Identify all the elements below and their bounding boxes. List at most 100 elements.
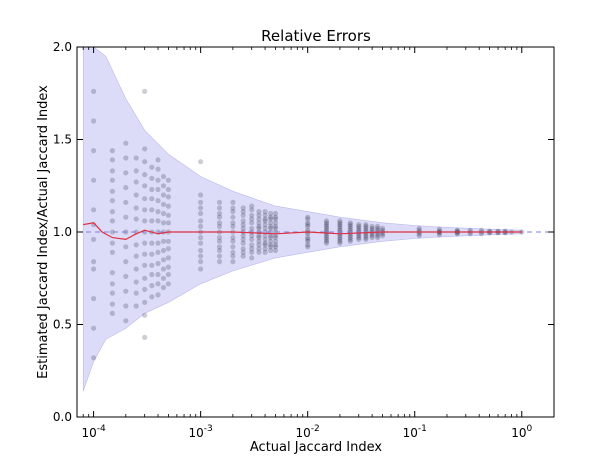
data-point [240, 249, 246, 255]
data-point [323, 227, 330, 233]
data-point [305, 242, 311, 248]
data-point [262, 242, 268, 248]
data-point [268, 242, 274, 248]
data-point [268, 216, 274, 222]
data-point [272, 244, 279, 250]
data-point [230, 223, 236, 229]
data-point [262, 249, 268, 255]
data-point [363, 222, 369, 228]
data-point [337, 227, 343, 233]
data-point [272, 235, 279, 241]
data-point [133, 192, 139, 198]
data-point [369, 225, 375, 231]
data-point [305, 235, 311, 241]
data-point [155, 218, 161, 224]
data-point [337, 238, 343, 244]
data-point [198, 199, 204, 205]
data-point [230, 214, 236, 220]
data-point [323, 218, 330, 224]
data-point [356, 227, 362, 233]
data-point [323, 233, 330, 239]
data-point [91, 259, 97, 265]
data-point [142, 299, 148, 305]
data-point [262, 225, 268, 231]
data-point [155, 240, 161, 246]
data-point [337, 225, 343, 231]
data-point [323, 225, 330, 231]
data-point [347, 223, 353, 229]
data-point [142, 88, 148, 94]
data-point [268, 220, 274, 226]
data-point [256, 242, 262, 248]
data-point [256, 220, 262, 226]
data-point [268, 247, 274, 254]
data-point [155, 249, 161, 255]
data-point [272, 210, 279, 217]
data-point [216, 259, 223, 265]
data-point [305, 223, 311, 229]
data-point [123, 199, 129, 205]
data-point [230, 235, 236, 241]
data-point [160, 192, 167, 198]
data-point [436, 226, 442, 232]
data-point [123, 259, 129, 265]
data-point [363, 225, 369, 231]
data-point [356, 222, 362, 228]
data-point [133, 266, 139, 272]
data-point [160, 284, 167, 291]
data-point [198, 218, 204, 224]
data-point [230, 249, 236, 255]
data-point [155, 260, 161, 267]
data-point [91, 118, 97, 124]
data-point [262, 240, 268, 246]
data-point [155, 281, 161, 287]
data-point [155, 157, 161, 163]
data-point [160, 275, 167, 281]
data-point [149, 175, 155, 181]
data-point [149, 271, 155, 278]
data-point [216, 244, 223, 250]
data-point [230, 205, 236, 211]
data-point [305, 238, 311, 244]
data-point [256, 209, 262, 215]
data-point [347, 225, 353, 231]
data-point [249, 220, 255, 226]
data-point [160, 247, 167, 254]
data-point [142, 207, 148, 213]
data-point [91, 207, 97, 213]
data-point [249, 236, 255, 242]
data-point [268, 244, 274, 250]
data-point [198, 240, 204, 246]
data-point [375, 235, 381, 241]
data-point [268, 214, 274, 220]
data-point [142, 334, 148, 340]
data-point [240, 236, 246, 242]
data-point [123, 155, 129, 161]
data-point [165, 212, 171, 218]
data-point [160, 220, 167, 226]
data-point [337, 236, 343, 242]
data-point [123, 214, 129, 220]
data-point [230, 209, 236, 215]
data-point [109, 168, 115, 174]
data-point [165, 271, 171, 278]
data-point [323, 223, 330, 229]
data-point [123, 140, 129, 146]
data-point [268, 233, 274, 239]
data-point [256, 216, 262, 222]
x-tick-label: 10-2 [296, 424, 320, 440]
data-point [323, 238, 330, 244]
data-point [133, 205, 139, 211]
data-point [363, 227, 369, 233]
data-point [160, 173, 167, 180]
variance-band [82, 47, 523, 392]
data-point [268, 238, 274, 244]
data-point [240, 218, 246, 224]
data-point [495, 228, 501, 234]
data-point [262, 209, 268, 215]
data-point [240, 225, 246, 231]
x-axis-ticks: 10-4 10-3 10-2 10-1 100 [76, 47, 555, 440]
data-point [272, 242, 279, 248]
data-point [155, 271, 161, 278]
data-point [375, 225, 381, 231]
